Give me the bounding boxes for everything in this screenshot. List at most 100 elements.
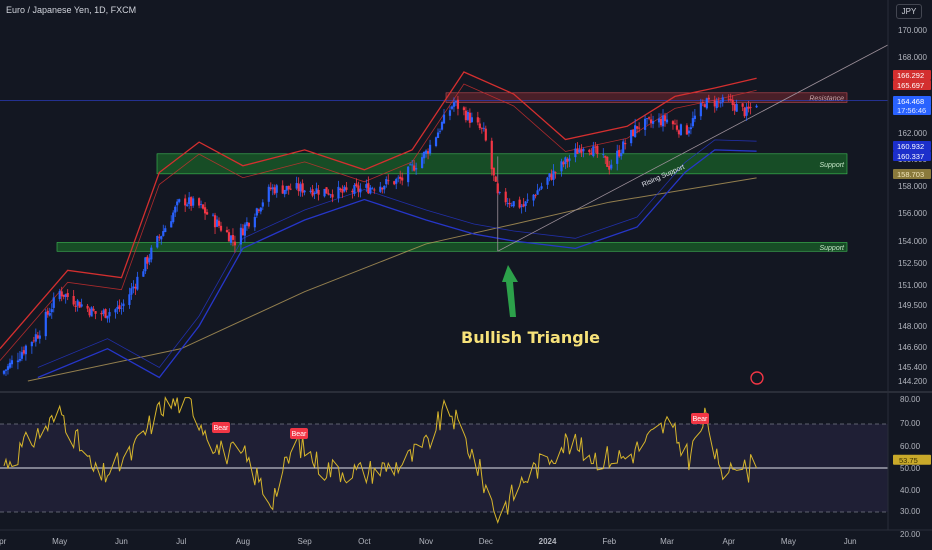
candle-body[interactable] <box>176 201 179 206</box>
candle-body[interactable] <box>174 206 177 213</box>
candle-body[interactable] <box>2 370 6 374</box>
candle-body[interactable] <box>624 143 627 145</box>
candle-body[interactable] <box>741 103 744 107</box>
candle-body[interactable] <box>6 366 10 370</box>
candle-body[interactable] <box>24 345 27 355</box>
candle-body[interactable] <box>494 176 497 182</box>
candle-body[interactable] <box>442 114 446 124</box>
candle-body[interactable] <box>659 118 663 126</box>
candle-body[interactable] <box>106 315 109 319</box>
candle-body[interactable] <box>225 230 229 233</box>
candle-body[interactable] <box>62 294 65 297</box>
candle-body[interactable] <box>749 107 752 109</box>
candle-body[interactable] <box>371 188 374 190</box>
candle-body[interactable] <box>66 292 69 297</box>
candle-body[interactable] <box>267 186 270 202</box>
candle-body[interactable] <box>269 187 272 190</box>
candle-body[interactable] <box>58 291 61 300</box>
candle-body[interactable] <box>281 185 284 194</box>
candle-body[interactable] <box>548 173 551 178</box>
candle-body[interactable] <box>203 207 207 214</box>
candle-body[interactable] <box>357 185 360 192</box>
candle-body[interactable] <box>261 202 264 207</box>
candle-body[interactable] <box>393 181 396 185</box>
candle-body[interactable] <box>353 185 356 194</box>
candle-body[interactable] <box>341 189 344 193</box>
candle-body[interactable] <box>701 102 704 104</box>
candle-body[interactable] <box>365 184 368 188</box>
candle-body[interactable] <box>311 189 314 196</box>
candle-body[interactable] <box>80 304 83 307</box>
candle-body[interactable] <box>227 232 231 242</box>
candle-body[interactable] <box>707 97 710 100</box>
candle-body[interactable] <box>130 288 133 295</box>
candle-body[interactable] <box>345 187 348 190</box>
candle-body[interactable] <box>257 209 260 211</box>
candle-body[interactable] <box>462 107 466 111</box>
candle-body[interactable] <box>20 352 24 359</box>
candle-body[interactable] <box>496 183 499 194</box>
candle-body[interactable] <box>150 247 153 260</box>
candle-body[interactable] <box>411 164 414 166</box>
candle-body[interactable] <box>645 118 649 119</box>
candle-body[interactable] <box>510 205 513 206</box>
currency-button[interactable]: JPY <box>896 4 922 19</box>
candle-body[interactable] <box>60 291 63 297</box>
candle-body[interactable] <box>622 141 625 154</box>
candle-body[interactable] <box>478 123 481 129</box>
candle-body[interactable] <box>190 197 193 206</box>
candle-body[interactable] <box>72 295 75 305</box>
candle-body[interactable] <box>10 360 14 365</box>
candle-body[interactable] <box>693 115 696 120</box>
candle-body[interactable] <box>689 127 692 130</box>
candle-body[interactable] <box>283 189 286 195</box>
candle-body[interactable] <box>582 148 585 152</box>
candle-body[interactable] <box>90 307 93 317</box>
candle-body[interactable] <box>409 164 412 166</box>
candle-body[interactable] <box>275 185 278 193</box>
candle-body[interactable] <box>327 193 330 195</box>
candle-body[interactable] <box>351 190 354 193</box>
candle-body[interactable] <box>685 125 689 135</box>
rising-support-trendline[interactable] <box>497 44 889 252</box>
candle-body[interactable] <box>422 151 426 159</box>
bear-signal-badge[interactable] <box>212 422 230 433</box>
candle-body[interactable] <box>329 194 332 196</box>
candle-body[interactable] <box>146 256 149 264</box>
candle-body[interactable] <box>578 149 581 153</box>
candle-body[interactable] <box>506 203 509 204</box>
candle-body[interactable] <box>142 271 145 277</box>
candle-body[interactable] <box>231 235 235 240</box>
candle-body[interactable] <box>657 118 661 123</box>
bear-signal-badge[interactable] <box>290 428 308 439</box>
candle-body[interactable] <box>325 187 328 194</box>
candle-body[interactable] <box>663 115 667 122</box>
candle-body[interactable] <box>399 176 402 179</box>
candle-body[interactable] <box>608 166 611 170</box>
candle-body[interactable] <box>703 104 706 108</box>
candle-body[interactable] <box>520 205 523 207</box>
candle-body[interactable] <box>309 190 312 192</box>
candle-body[interactable] <box>620 152 623 157</box>
candle-body[interactable] <box>215 219 219 227</box>
candle-body[interactable] <box>343 186 346 192</box>
candle-body[interactable] <box>381 187 384 190</box>
candle-body[interactable] <box>456 99 460 109</box>
candle-body[interactable] <box>568 158 571 161</box>
candle-body[interactable] <box>359 188 362 193</box>
candle-body[interactable] <box>518 199 521 208</box>
candle-body[interactable] <box>287 185 290 190</box>
replay-icon[interactable] <box>750 371 764 385</box>
candle-body[interactable] <box>387 180 390 182</box>
candle-body[interactable] <box>466 112 469 120</box>
candle-body[interactable] <box>94 311 97 314</box>
candle-body[interactable] <box>22 350 25 354</box>
candle-body[interactable] <box>184 198 187 206</box>
candle-body[interactable] <box>574 148 577 158</box>
candle-body[interactable] <box>385 179 388 185</box>
candle-body[interactable] <box>606 156 609 167</box>
candle-body[interactable] <box>317 190 320 195</box>
candle-body[interactable] <box>735 104 738 112</box>
candle-body[interactable] <box>715 100 718 109</box>
candle-body[interactable] <box>229 235 233 243</box>
